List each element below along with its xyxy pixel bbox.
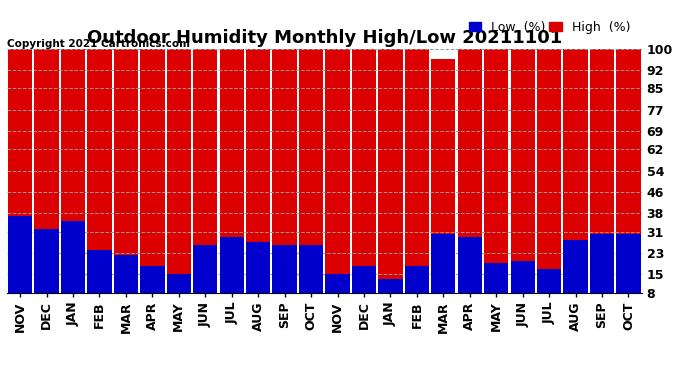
Legend: Low  (%), High  (%): Low (%), High (%) <box>464 16 635 39</box>
Bar <box>114 49 138 292</box>
Bar <box>616 49 640 292</box>
Bar <box>167 49 191 292</box>
Bar <box>246 242 270 292</box>
Bar <box>140 266 164 292</box>
Bar <box>564 240 588 292</box>
Bar <box>193 245 217 292</box>
Bar <box>219 237 244 292</box>
Bar <box>88 250 112 292</box>
Bar <box>590 234 614 292</box>
Text: Copyright 2021 Cartronics.com: Copyright 2021 Cartronics.com <box>7 39 190 49</box>
Bar <box>326 49 350 292</box>
Bar <box>537 268 561 292</box>
Bar <box>405 266 429 292</box>
Bar <box>167 274 191 292</box>
Bar <box>273 245 297 292</box>
Bar <box>484 49 509 292</box>
Bar <box>273 49 297 292</box>
Bar <box>352 49 376 292</box>
Bar <box>61 49 85 292</box>
Bar <box>378 49 402 292</box>
Bar <box>378 279 402 292</box>
Bar <box>219 49 244 292</box>
Bar <box>88 49 112 292</box>
Bar <box>537 49 561 292</box>
Bar <box>299 49 323 292</box>
Bar <box>34 49 59 292</box>
Bar <box>114 255 138 292</box>
Bar <box>34 229 59 292</box>
Bar <box>246 49 270 292</box>
Bar <box>193 49 217 292</box>
Title: Outdoor Humidity Monthly High/Low 20211101: Outdoor Humidity Monthly High/Low 202111… <box>87 29 562 47</box>
Bar <box>8 216 32 292</box>
Bar <box>616 234 640 292</box>
Bar <box>61 221 85 292</box>
Bar <box>457 237 482 292</box>
Bar <box>8 49 32 292</box>
Bar <box>431 234 455 292</box>
Bar <box>431 59 455 292</box>
Bar <box>484 263 509 292</box>
Bar <box>511 261 535 292</box>
Bar <box>299 245 323 292</box>
Bar <box>564 49 588 292</box>
Bar <box>590 49 614 292</box>
Bar <box>326 274 350 292</box>
Bar <box>140 49 164 292</box>
Bar <box>352 266 376 292</box>
Bar <box>511 49 535 292</box>
Bar <box>457 49 482 292</box>
Bar <box>405 49 429 292</box>
